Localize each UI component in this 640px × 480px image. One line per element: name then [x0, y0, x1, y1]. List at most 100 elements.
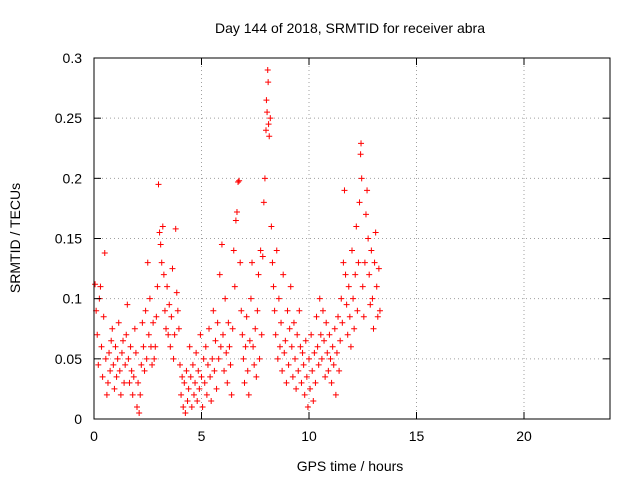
data-point: [370, 325, 377, 332]
y-tick-label: 0.05: [55, 351, 82, 367]
data-point: [268, 223, 275, 230]
data-point: [331, 325, 338, 332]
data-point: [232, 217, 239, 224]
data-point: [368, 247, 375, 254]
data-point: [198, 373, 205, 380]
data-point: [309, 367, 316, 374]
data-point: [228, 391, 235, 398]
data-point: [298, 379, 305, 386]
data-point: [153, 313, 160, 320]
data-point: [289, 373, 296, 380]
data-point: [104, 379, 111, 386]
data-point: [108, 337, 115, 344]
data-point: [160, 271, 167, 278]
data-point: [318, 355, 325, 362]
data-point: [139, 319, 146, 326]
data-point: [144, 259, 151, 266]
data-point: [326, 331, 333, 338]
x-tick-label: 5: [198, 428, 206, 444]
data-point: [273, 247, 280, 254]
data-point: [224, 379, 231, 386]
data-point: [299, 349, 306, 356]
data-point: [362, 211, 369, 218]
data-point: [306, 355, 312, 362]
data-point: [324, 349, 331, 356]
y-tick-label: 0.15: [55, 231, 82, 247]
data-point: [101, 249, 108, 256]
data-point: [247, 295, 254, 302]
x-tick-label: 20: [516, 428, 532, 444]
data-point: [141, 367, 148, 374]
data-point: [373, 283, 380, 290]
data-point: [194, 397, 201, 404]
data-point: [338, 295, 345, 302]
data-point: [315, 361, 322, 368]
data-point: [285, 361, 292, 368]
y-tick-label: 0: [74, 411, 82, 427]
chart-title: Day 144 of 2018, SRMTID for receiver abr…: [215, 20, 485, 36]
data-point: [169, 265, 176, 272]
data-point: [206, 325, 213, 332]
data-point: [288, 343, 295, 350]
data-point: [271, 307, 278, 314]
data-point: [113, 373, 120, 380]
data-point: [158, 259, 165, 266]
data-point: [311, 349, 318, 356]
data-point: [304, 403, 311, 410]
data-point: [116, 367, 123, 374]
y-tick-label: 0.1: [63, 291, 83, 307]
data-point: [261, 175, 268, 182]
data-point: [316, 295, 323, 302]
data-point: [239, 331, 246, 338]
data-point: [184, 397, 191, 404]
data-point: [215, 355, 222, 362]
data-point: [225, 319, 232, 326]
data-point: [250, 343, 257, 350]
data-point: [335, 313, 342, 320]
data-point: [107, 367, 114, 374]
data-point: [106, 349, 113, 356]
data-point: [175, 325, 182, 332]
data-point: [156, 229, 163, 236]
data-point: [117, 391, 124, 398]
data-point: [170, 355, 177, 362]
y-tick-labels: 0 0.05 0.1 0.15 0.2 0.25 0.3: [55, 50, 82, 427]
data-point: [204, 361, 211, 368]
data-point: [190, 391, 197, 398]
data-point: [319, 307, 326, 314]
data-point: [99, 373, 106, 380]
data-point: [371, 259, 378, 266]
data-point: [287, 283, 294, 290]
x-tick-labels: 0 5 10 15 20: [90, 428, 532, 444]
data-point: [352, 271, 359, 278]
x-tick-label: 15: [409, 428, 425, 444]
data-point: [189, 361, 196, 368]
data-point: [126, 379, 133, 386]
data-point: [284, 307, 291, 314]
data-point: [325, 367, 332, 374]
data-point: [301, 391, 308, 398]
data-point: [336, 367, 343, 374]
data-point: [314, 343, 321, 350]
data-point: [165, 331, 172, 338]
data-point: [341, 187, 348, 194]
data-point: [192, 379, 199, 386]
data-point: [178, 391, 185, 398]
data-point: [366, 271, 373, 278]
data-point: [329, 343, 336, 350]
data-point: [322, 373, 329, 380]
data-point: [122, 361, 129, 368]
data-point: [135, 379, 142, 386]
data-point: [245, 391, 252, 398]
data-point: [121, 379, 128, 386]
data-point: [344, 331, 351, 338]
y-tick-label: 0.2: [63, 170, 83, 186]
data-point: [233, 209, 240, 216]
data-point: [187, 373, 194, 380]
data-point: [118, 349, 125, 356]
data-point: [171, 331, 178, 338]
data-point: [346, 313, 353, 320]
data-point: [342, 271, 349, 278]
data-point: [102, 355, 109, 362]
data-point: [110, 361, 117, 368]
